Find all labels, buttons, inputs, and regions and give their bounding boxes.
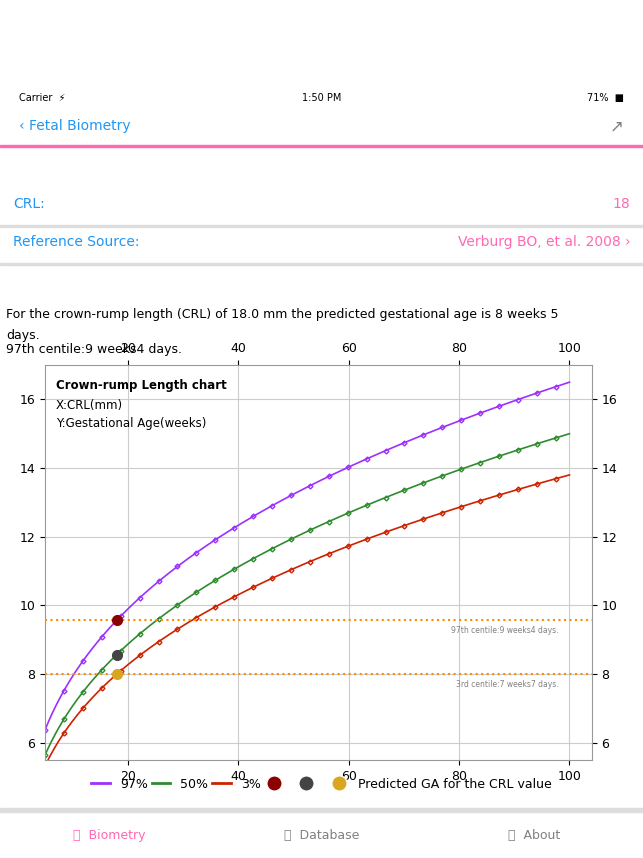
Text: ↗  Calculate: ↗ Calculate [261, 275, 382, 293]
Text: ‹ Fetal Biometry: ‹ Fetal Biometry [19, 119, 131, 133]
Legend: 97%, 50%, 3%, , , Predicted GA for the CRL value: 97%, 50%, 3%, , , Predicted GA for the C… [86, 772, 557, 795]
Text: days.: days. [6, 329, 40, 342]
Text: 18: 18 [612, 197, 630, 211]
Bar [0, 263, 643, 265]
Text: 📊  Biometry: 📊 Biometry [73, 829, 145, 842]
Text: 3rd centile:7 weeks7 days.: 3rd centile:7 weeks7 days. [456, 680, 558, 689]
Text: 97th centile:9 weeks4 days.: 97th centile:9 weeks4 days. [451, 626, 558, 636]
Text: 1:50 PM: 1:50 PM [302, 93, 341, 103]
Text: ↗: ↗ [610, 117, 624, 135]
Text: ⓘ  About: ⓘ About [507, 829, 560, 842]
Bar [0, 145, 643, 147]
Text: Verburg BO, et al. 2008 ›: Verburg BO, et al. 2008 › [458, 235, 630, 249]
Text: Carrier  ⚡: Carrier ⚡ [19, 93, 66, 103]
Text: For the crown-rump length (CRL) of 18.0 mm the predicted gestational age is 8 we: For the crown-rump length (CRL) of 18.0 … [6, 308, 559, 321]
Text: Reference Source:: Reference Source: [13, 235, 140, 249]
Text: CRL:: CRL: [13, 197, 44, 211]
Bar [0, 808, 643, 812]
Text: 71%  ■: 71% ■ [586, 93, 624, 103]
Text: X:CRL(mm): X:CRL(mm) [56, 399, 123, 413]
Bar [0, 225, 643, 227]
Text: Y:Gestational Age(weeks): Y:Gestational Age(weeks) [56, 416, 206, 430]
Text: 97th centile:9 weeks4 days.: 97th centile:9 weeks4 days. [6, 343, 183, 356]
Text: Crown-rump Length chart: Crown-rump Length chart [56, 378, 227, 392]
Text: 📝  Database: 📝 Database [284, 829, 359, 842]
Text: FETAL BIOMETRY CALCULATOR: FETAL BIOMETRY CALCULATOR [178, 159, 465, 177]
